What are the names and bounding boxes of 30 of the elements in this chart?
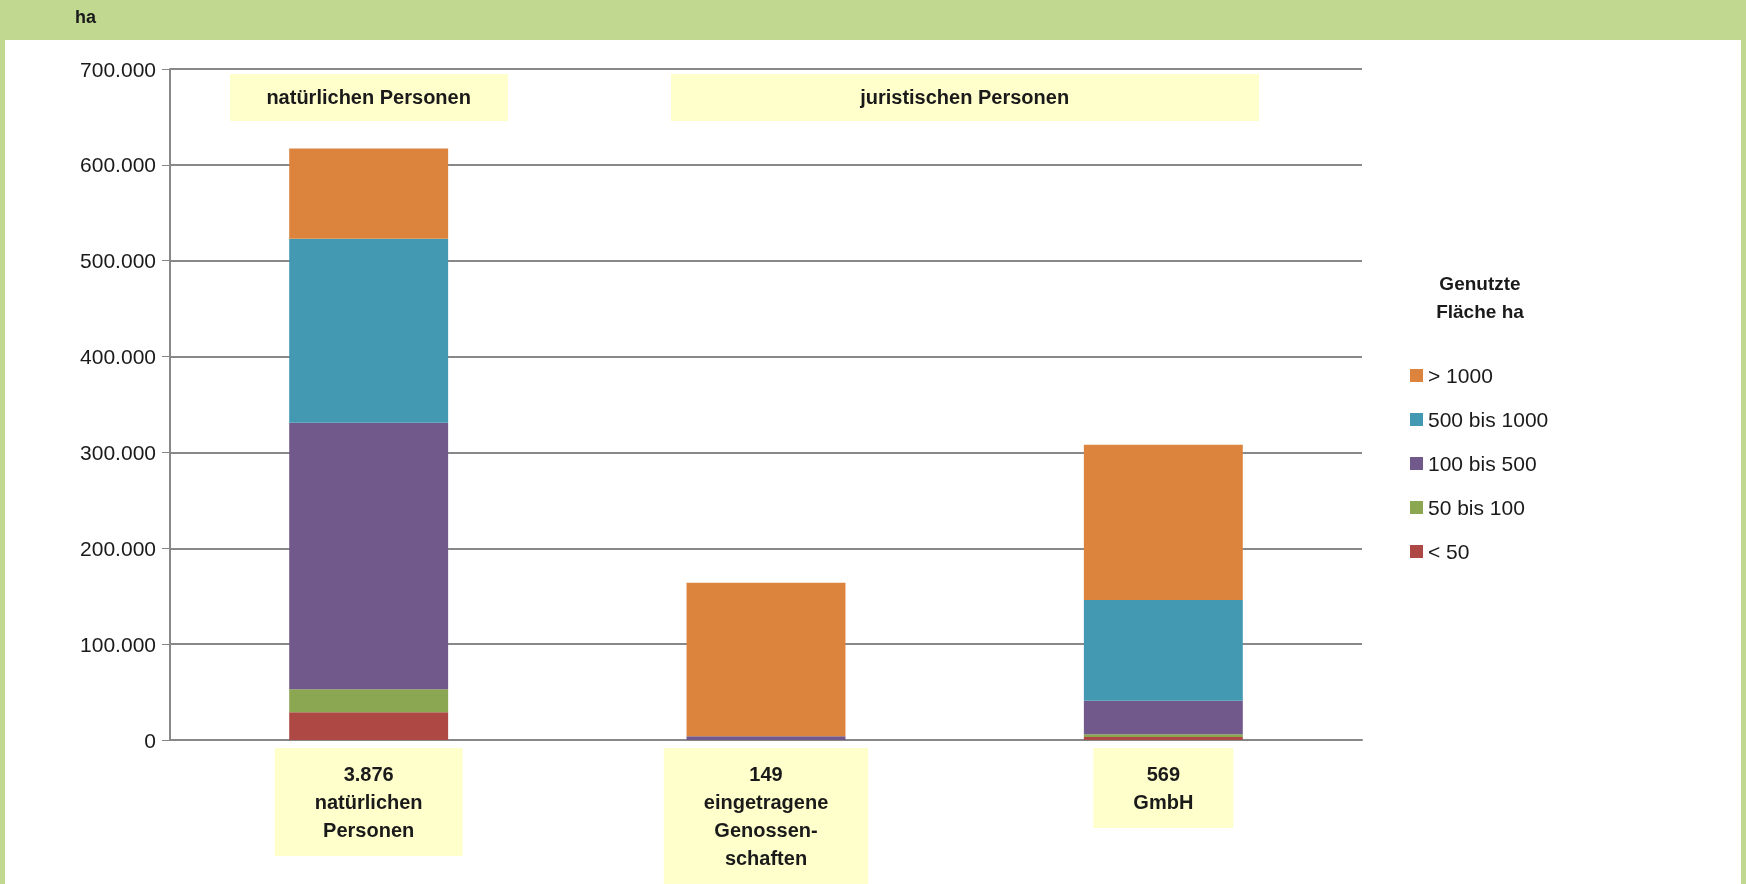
bar	[1083, 444, 1243, 601]
annotation: juristischen Personen	[860, 86, 1070, 108]
bar	[289, 712, 449, 740]
bar	[289, 238, 449, 423]
bar	[289, 148, 449, 239]
y-tick-label: 500.000	[80, 249, 156, 273]
bar	[1083, 600, 1243, 701]
x-tick-label: 569 GmbH	[1133, 763, 1194, 813]
bar	[686, 582, 846, 737]
legend-title: Genutzte Fläche ha	[1436, 272, 1525, 322]
y-axis-title: ha	[75, 7, 97, 27]
x-tick-label: 149 eingetragene Genossen- schaften	[703, 763, 829, 869]
x-tick-label: 3.876 natürlichen Personen	[314, 763, 423, 841]
legend-label: > 1000	[1428, 364, 1493, 387]
annotation: natürlichen Personen	[266, 86, 471, 108]
legend-label: 100 bis 500	[1428, 452, 1537, 475]
y-tick-label: 400.000	[80, 345, 156, 369]
y-tick-label: 0	[144, 728, 156, 752]
y-tick-label: 700.000	[80, 57, 156, 81]
y-tick-label: 100.000	[80, 632, 156, 656]
y-tick-label: 600.000	[80, 153, 156, 177]
legend-label: < 50	[1428, 540, 1470, 563]
bar	[289, 422, 449, 690]
bar	[289, 689, 449, 713]
y-tick-label: 300.000	[80, 440, 156, 464]
legend-label: 50 bis 100	[1428, 496, 1525, 519]
bar	[1083, 700, 1243, 735]
legend-label: 500 bis 1000	[1428, 408, 1549, 431]
y-tick-label: 200.000	[80, 536, 156, 560]
bar	[686, 736, 846, 740]
